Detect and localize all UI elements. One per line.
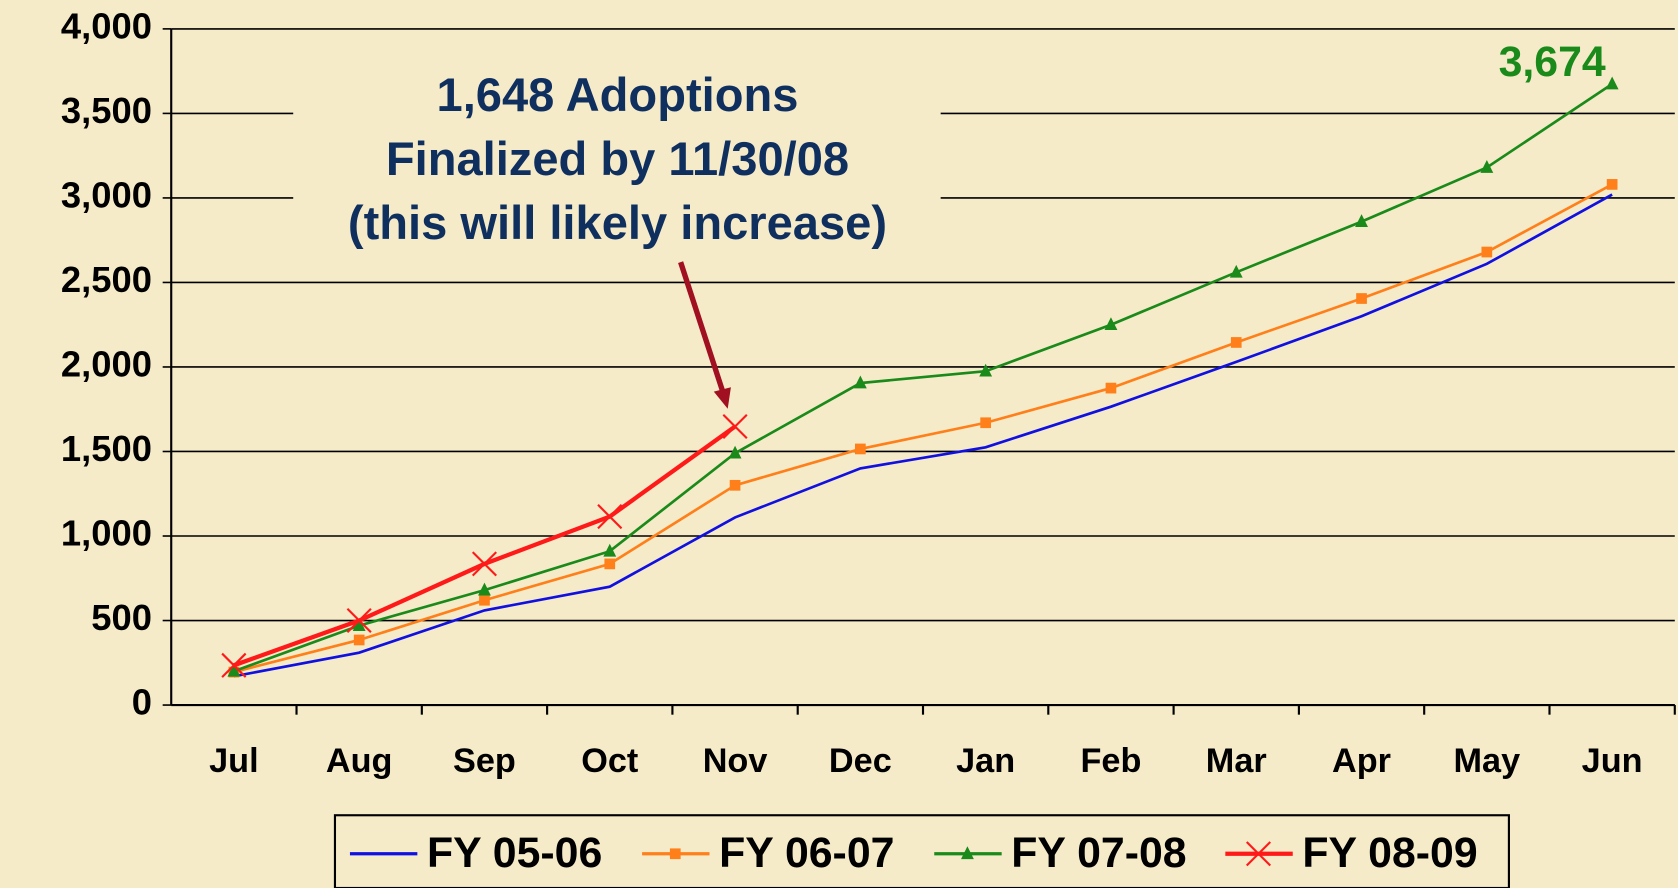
legend-label: FY 08-09 (1302, 829, 1477, 877)
marker (353, 634, 365, 646)
series-line (233, 183, 1613, 674)
legend-label: FY 05-06 (427, 829, 602, 877)
y-tick-label: 1,000 (61, 513, 152, 554)
marker (346, 608, 372, 634)
marker (853, 375, 867, 389)
marker (1480, 160, 1494, 173)
annotation-arrow (678, 261, 726, 395)
marker (979, 363, 993, 377)
x-tick-label: Sep (453, 742, 516, 780)
marker (478, 582, 491, 596)
y-tick-label: 0 (132, 682, 152, 723)
x-tick-label: Nov (703, 742, 768, 780)
x-tick-label: Apr (1332, 742, 1391, 780)
legend-box (333, 814, 1510, 888)
y-tick-label: 3,500 (61, 90, 152, 131)
marker (1230, 337, 1242, 348)
marker (221, 652, 247, 678)
x-tick-label: Feb (1081, 742, 1142, 780)
marker (603, 543, 617, 557)
legend-item: FY 07-08 (934, 829, 1187, 877)
marker (1105, 382, 1117, 394)
marker (728, 445, 742, 459)
annotation-text: (this will likely increase) (348, 196, 887, 249)
marker (227, 663, 241, 677)
x-tick-label: Jun (1582, 742, 1643, 780)
marker (604, 558, 616, 570)
legend-label: FY 07-08 (1011, 829, 1186, 877)
marker (1481, 246, 1493, 258)
annotation-arrowhead (713, 387, 731, 409)
y-tick-label: 4,000 (61, 5, 152, 46)
annotation-box (293, 72, 941, 260)
y-tick-label: 3,000 (61, 175, 152, 216)
y-tick-label: 2,000 (61, 344, 152, 385)
marker (669, 848, 681, 860)
marker (1606, 179, 1618, 190)
y-tick-label: 2,500 (61, 259, 152, 300)
annotation-text: Finalized by 11/30/08 (386, 132, 849, 185)
marker (729, 479, 741, 491)
x-tick-label: Aug (326, 742, 393, 780)
marker (722, 413, 748, 439)
series-line (233, 193, 1613, 678)
marker (471, 551, 497, 577)
x-tick-label: Dec (829, 742, 892, 780)
marker (1355, 214, 1368, 227)
marker (1605, 76, 1619, 90)
marker (597, 504, 623, 530)
y-tick-label: 500 (91, 597, 152, 638)
x-tick-label: Jul (209, 742, 258, 780)
legend-label: FY 06-07 (719, 829, 894, 877)
data-label: 3,674 (1499, 38, 1606, 86)
marker (980, 417, 992, 429)
marker (1104, 317, 1118, 331)
series-line (233, 82, 1613, 673)
x-tick-label: Oct (581, 742, 638, 780)
marker (960, 846, 974, 860)
legend-item: FY 06-07 (642, 829, 894, 877)
annotation-text: 1,648 Adoptions (437, 68, 799, 121)
x-tick-label: Mar (1206, 742, 1267, 780)
y-tick-label: 1,500 (61, 428, 152, 469)
marker (479, 594, 490, 606)
x-tick-label: Jan (956, 742, 1015, 780)
legend-item: FY 05-06 (349, 829, 602, 877)
marker (1229, 264, 1243, 278)
marker (855, 443, 866, 455)
legend-item: FY 08-09 (1225, 829, 1478, 877)
marker (352, 618, 366, 631)
marker (1356, 293, 1367, 304)
x-tick-label: May (1454, 742, 1521, 780)
marker (1245, 841, 1272, 867)
